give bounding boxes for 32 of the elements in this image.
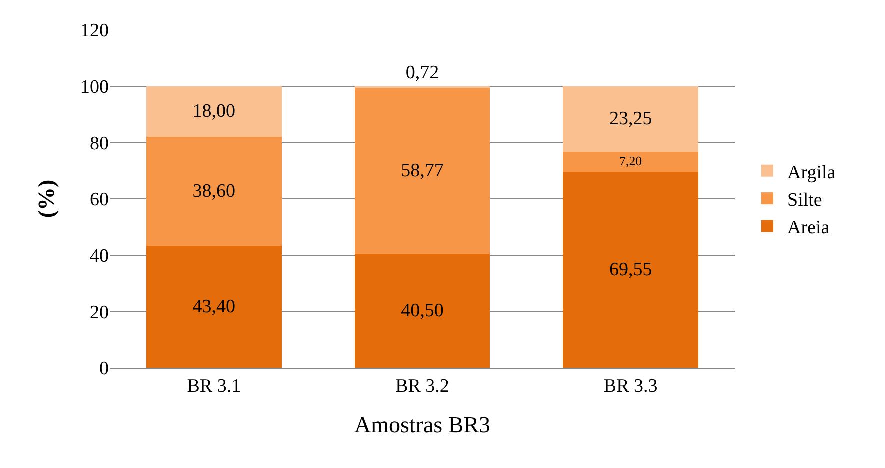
y-tick-label: 0 — [100, 358, 109, 380]
x-axis-title: Amostras BR3 — [354, 412, 491, 438]
data-label: 43,40 — [192, 296, 236, 318]
data-label: 7,20 — [620, 154, 642, 169]
data-label: 23,25 — [609, 108, 652, 130]
bar — [146, 246, 282, 368]
data-label: 38,60 — [192, 180, 236, 202]
bar — [563, 86, 699, 152]
x-tick-label: BR 3.1 — [187, 376, 242, 397]
bar — [146, 86, 282, 138]
y-tick-label: 100 — [80, 76, 109, 98]
y-axis-title: (%) — [34, 180, 59, 218]
data-label: 40,50 — [401, 300, 444, 322]
bar — [354, 88, 490, 254]
y-tick-label: 60 — [90, 190, 109, 211]
y-tick-label: 120 — [80, 20, 109, 42]
data-label: 18,00 — [192, 101, 236, 122]
legend-label: Argila — [788, 162, 836, 184]
y-tick-label: 40 — [90, 246, 109, 267]
legend-label: Areia — [788, 218, 830, 239]
bar — [563, 152, 699, 172]
y-tick-label: 20 — [90, 302, 109, 324]
x-tick-label: BR 3.3 — [604, 376, 658, 397]
legend-label: Silte — [788, 190, 822, 211]
bar — [146, 137, 282, 246]
x-tick-label: BR 3.2 — [396, 376, 450, 397]
y-tick-label: 80 — [90, 133, 109, 154]
data-label: 0,72 — [406, 62, 440, 84]
data-label: 58,77 — [401, 160, 444, 182]
bar — [354, 254, 490, 368]
bar — [563, 172, 699, 368]
data-label: 69,55 — [609, 260, 652, 281]
